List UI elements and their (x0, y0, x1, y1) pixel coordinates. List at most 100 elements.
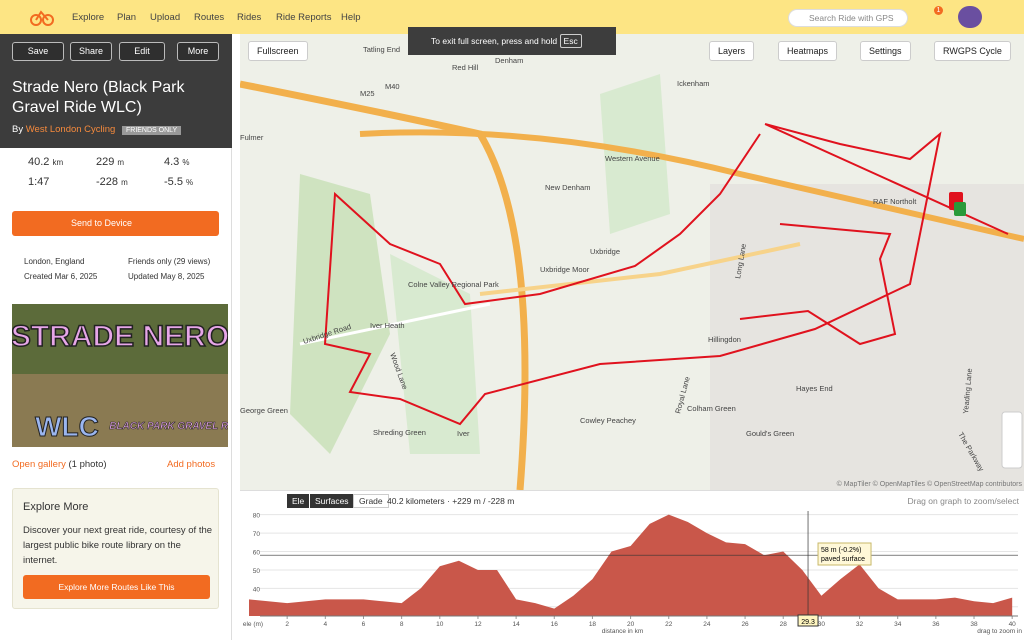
summary: 40.2 kilometers · +229 m / -228 m (387, 496, 515, 506)
layers-button[interactable]: Layers (709, 41, 755, 61)
x-tick-label: 38 (970, 621, 978, 628)
map-label: Colham Green (687, 404, 736, 413)
map-label: Red Hill (452, 63, 479, 72)
nav-link[interactable]: Explore (72, 12, 105, 23)
x-tick-label: 36 (932, 621, 940, 628)
map-label: Tatling End (363, 45, 400, 54)
stat: -5.5 (164, 176, 183, 188)
x-axis-label: distance in km (602, 628, 644, 635)
x-tick-label: 2 (285, 621, 289, 628)
tab[interactable]: Grade (353, 494, 389, 508)
settings-button[interactable]: Settings (860, 41, 911, 61)
stat: 229 (96, 156, 115, 168)
photo-logo: WLC (35, 411, 99, 442)
route-title: Strade Nero (Black Park Gravel Ride WLC) (12, 79, 185, 116)
tooltip-box (817, 542, 872, 566)
x-tick-label: 40 (1009, 621, 1017, 628)
explore-title: Explore More (23, 501, 89, 513)
stats: 40.2 km 229 m 4.3 % 1:47 -228 m -5.5 % (12, 156, 222, 192)
map-label: Western Avenue (605, 154, 660, 163)
elevation-chart[interactable]: 3040506070802468101214161820222426283032… (240, 491, 1024, 641)
stat-unit: m (121, 178, 128, 187)
attribution: © MapTiler © OpenMapTiles © OpenStreetMa… (837, 480, 1023, 488)
esc-key: Esc (559, 34, 582, 48)
nav-link[interactable]: Routes (194, 12, 225, 23)
x-tick-label: 14 (512, 621, 520, 628)
send-button[interactable]: Send to Device (12, 211, 219, 236)
x-tick-label: 12 (474, 621, 482, 628)
map-style-button[interactable]: RWGPS Cycle (934, 41, 1011, 61)
nav-link[interactable]: Rides (237, 12, 262, 23)
map-label: Cowley Peachey (580, 416, 636, 425)
y-tick-label: 60 (253, 550, 261, 557)
x-tick-label: 20 (627, 621, 635, 628)
map-label: Yeading Lane (961, 368, 974, 414)
y-axis-label: ele (m) (243, 621, 263, 628)
x-tick-label: 30 (818, 621, 826, 628)
x-tick-label: 24 (703, 621, 711, 628)
add-photos[interactable]: Add photos (167, 459, 216, 470)
map-label: Fulmer (240, 133, 264, 142)
visibility-badge: FRIENDS ONLY (121, 126, 182, 135)
elevation-area (249, 514, 1013, 616)
save-button[interactable]: Save (12, 42, 64, 61)
stat: 1:47 (28, 176, 50, 188)
edit-button[interactable]: Edit (119, 42, 165, 61)
nav-link[interactable]: Plan (117, 12, 137, 23)
map-label: M40 (385, 82, 400, 91)
share-button[interactable]: Share (70, 42, 112, 61)
route-photo[interactable]: STRADE NERO WLC BLACK PARK GRAVEL RIDE (12, 304, 228, 447)
search[interactable]: Search Ride with GPS (788, 9, 908, 27)
zoom-hint: drag to zoom in (977, 628, 1022, 635)
stat: 40.2 (28, 156, 50, 168)
y-tick-label: 50 (253, 568, 261, 575)
y-tick-label: 40 (253, 586, 261, 593)
map-label: Shreding Green (373, 428, 426, 437)
map-label: Iver (457, 429, 470, 438)
nav-link[interactable]: Help (341, 12, 361, 23)
gallery-link[interactable]: Open gallery (12, 459, 66, 470)
avatar[interactable] (958, 6, 982, 28)
hint: Drag on graph to zoom/select (907, 496, 1019, 506)
fullscreen-button[interactable]: Fullscreen (248, 41, 308, 61)
x-tick-label: 28 (780, 621, 788, 628)
stat-unit: m (117, 158, 125, 167)
hint-text: To exit full screen, press and hold (431, 36, 558, 46)
cursor-box (797, 614, 819, 627)
map-label: Gould's Green (746, 429, 794, 438)
x-tick-label: 22 (665, 621, 673, 628)
map-label: New Denham (545, 183, 590, 192)
x-tick-label: 10 (436, 621, 444, 628)
y-tick-label: 80 (253, 513, 261, 520)
nav-link[interactable]: Upload (150, 12, 181, 23)
y-tick-label: 70 (253, 531, 261, 538)
nav-link[interactable]: Ride Reports (276, 12, 332, 23)
map-label: Colne Valley Regional Park (408, 280, 499, 289)
badge: 1 (934, 6, 943, 15)
location: London, England (24, 257, 85, 266)
explore-button[interactable]: Explore More Routes Like This (23, 575, 210, 599)
more-button[interactable]: More (177, 42, 219, 61)
stat: -228 (96, 176, 119, 188)
x-tick-label: 18 (589, 621, 597, 628)
map-label: M25 (360, 89, 375, 98)
explore-text: Discover your next great ride, courtesy … (23, 525, 213, 566)
photo-subtitle: BLACK PARK GRAVEL RIDE (109, 421, 228, 432)
stat-unit: % (182, 158, 190, 167)
explore-box: Explore More Discover your next great ri… (12, 488, 219, 609)
heatmaps-button[interactable]: Heatmaps (778, 41, 838, 61)
fullscreen-hint: To exit full screen, press and hold Esc (408, 27, 616, 55)
route-header: Save Share Edit More Strade Nero (Black … (0, 34, 232, 148)
map[interactable]: Tatling End Red Hill Denham Ickenham Wes… (240, 34, 1024, 490)
photo-count: (1 photo) (68, 459, 107, 470)
club-link[interactable]: West London Cycling (25, 124, 116, 135)
x-tick-label: 8 (400, 621, 404, 628)
updated: Updated May 8, 2025 (128, 272, 205, 281)
stat-unit: km (52, 158, 64, 167)
tab[interactable]: Ele (287, 494, 310, 508)
map-label: Hillingdon (708, 335, 741, 344)
x-tick-label: 26 (741, 621, 749, 628)
map-label: Iver Heath (370, 321, 405, 330)
tab[interactable]: Surfaces (310, 494, 354, 508)
